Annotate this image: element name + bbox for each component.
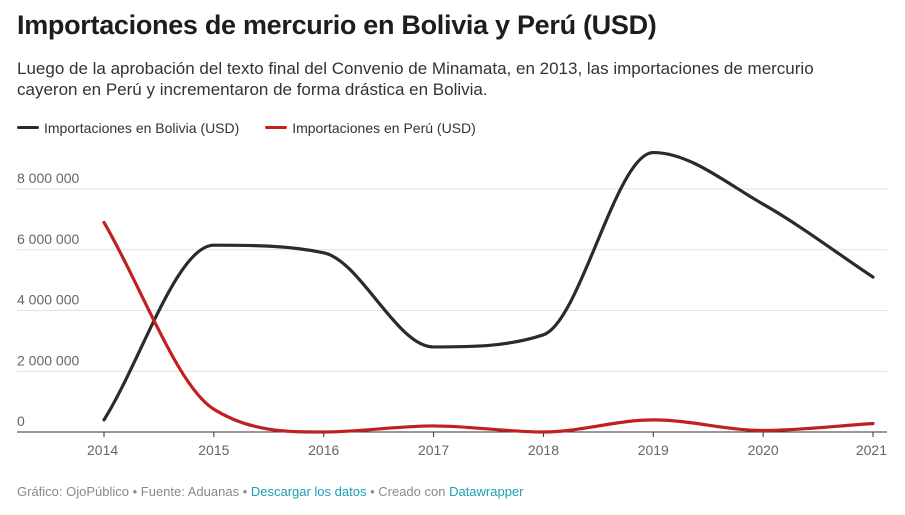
legend-label-bolivia: Importaciones en Bolivia (USD) [44, 119, 240, 136]
legend-item-peru: Importaciones en Perú (USD) [265, 120, 476, 136]
x-tick-label: 2016 [308, 442, 339, 458]
datawrapper-link[interactable]: Datawrapper [449, 484, 524, 499]
legend-swatch-peru [265, 126, 288, 129]
x-axis-ticks: 2014 2015 2016 2017 2018 2019 2020 2021 [87, 432, 887, 458]
x-tick-label: 2021 [856, 442, 887, 458]
series-lines [102, 150, 875, 434]
y-tick-label: 6 000 000 [17, 231, 79, 247]
y-axis-ticks: 0 2 000 000 4 000 000 6 000 000 8 000 000 [17, 170, 79, 429]
chart-title: Importaciones de mercurio en Bolivia y P… [17, 10, 657, 40]
footer: Gráfico: OjoPúblico • Fuente: Aduanas • … [17, 484, 524, 499]
y-tick-label: 4 000 000 [17, 292, 79, 308]
x-tick-label: 2019 [638, 442, 669, 458]
legend-label-peru: Importaciones en Perú (USD) [292, 119, 476, 136]
x-tick-label: 2014 [87, 442, 118, 458]
y-tick-label: 8 000 000 [17, 170, 79, 186]
x-tick-label: 2018 [528, 442, 559, 458]
y-tick-label: 2 000 000 [17, 352, 79, 368]
legend: Importaciones en Bolivia (USD) Importaci… [17, 116, 498, 136]
x-tick-label: 2015 [198, 442, 229, 458]
footer-created: • Creado con [366, 484, 450, 499]
series-line-peru [102, 220, 875, 434]
download-data-link[interactable]: Descargar los datos [250, 484, 367, 499]
chart-subtitle: Luego de la aprobación del texto final d… [17, 59, 814, 99]
legend-item-bolivia: Importaciones en Bolivia (USD) [17, 120, 239, 136]
gridlines [17, 188, 887, 372]
footer-credits: Gráfico: OjoPúblico • Fuente: Aduanas • [17, 484, 251, 499]
series-line-bolivia [102, 150, 875, 422]
y-tick-label: 0 [17, 413, 25, 429]
x-tick-label: 2020 [748, 442, 779, 458]
x-tick-label: 2017 [418, 442, 449, 458]
legend-swatch-bolivia [17, 126, 39, 129]
